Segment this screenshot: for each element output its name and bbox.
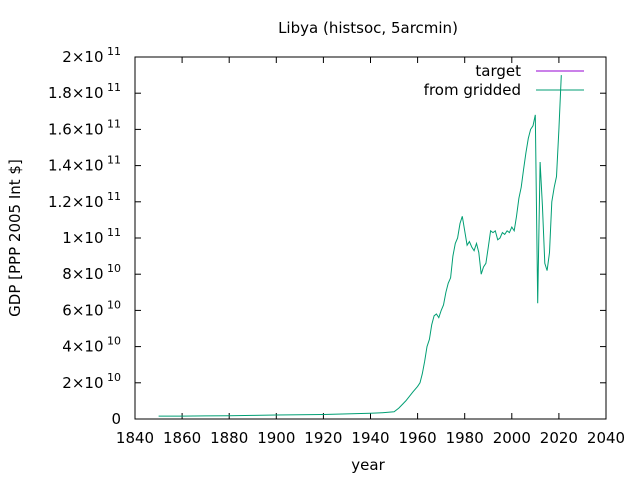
y-tick-label: 1.8×10 11 (48, 81, 121, 102)
plot-frame (134, 56, 607, 420)
x-axis-ticks: 1840 1860 1880 1900 1920 1940 1960 1980 2000 2020… (116, 57, 625, 447)
y-tick-exponent: 10 (104, 371, 122, 384)
y-tick-label: 6×10 10 (62, 298, 121, 319)
y-tick-exponent: 11 (104, 117, 122, 130)
x-tick-label: 1880 (210, 429, 248, 447)
x-axis-label: year (351, 456, 385, 474)
y-tick-label: 8×10 10 (62, 262, 121, 283)
x-tick-label: 1860 (163, 429, 201, 447)
series-line (158, 75, 562, 417)
y-tick-exponent: 11 (104, 226, 122, 239)
y-tick-label: 0 (111, 410, 121, 428)
y-tick-exponent: 10 (104, 262, 122, 275)
y-axis-ticks: 0 2×10 10 4×10 10 6×10 10 8×10 10 1×10 11 1.2×… (48, 45, 606, 428)
legend-label: from gridded (424, 81, 521, 99)
y-tick-label: 1.6×10 11 (48, 117, 121, 138)
y-tick-label: 4×10 10 (62, 335, 121, 356)
x-tick-label: 2000 (493, 429, 531, 447)
x-tick-label: 2040 (587, 429, 625, 447)
data-series (158, 75, 562, 417)
y-tick-label: 1.4×10 11 (48, 154, 121, 175)
chart-title: Libya (histsoc, 5arcmin) (278, 19, 458, 37)
y-tick-label: 1×10 11 (62, 226, 121, 247)
x-tick-label: 1920 (304, 429, 342, 447)
legend-label: target (475, 62, 521, 80)
y-tick-exponent: 11 (104, 81, 122, 94)
y-tick-label: 1.2×10 11 (48, 190, 121, 211)
x-tick-label: 1840 (116, 429, 154, 447)
y-tick-exponent: 10 (104, 335, 122, 348)
x-tick-label: 1940 (351, 429, 389, 447)
y-tick-exponent: 11 (104, 190, 122, 203)
y-tick-label: 2×10 10 (62, 371, 121, 392)
y-axis-label: GDP [PPP 2005 Int $] (6, 159, 24, 317)
x-tick-label: 2020 (540, 429, 578, 447)
y-tick-label: 2×10 11 (62, 45, 121, 66)
x-tick-label: 1900 (257, 429, 295, 447)
y-tick-exponent: 11 (104, 154, 122, 167)
x-tick-label: 1980 (446, 429, 484, 447)
y-tick-exponent: 11 (104, 45, 122, 58)
x-tick-label: 1960 (399, 429, 437, 447)
y-tick-exponent: 10 (104, 298, 122, 311)
